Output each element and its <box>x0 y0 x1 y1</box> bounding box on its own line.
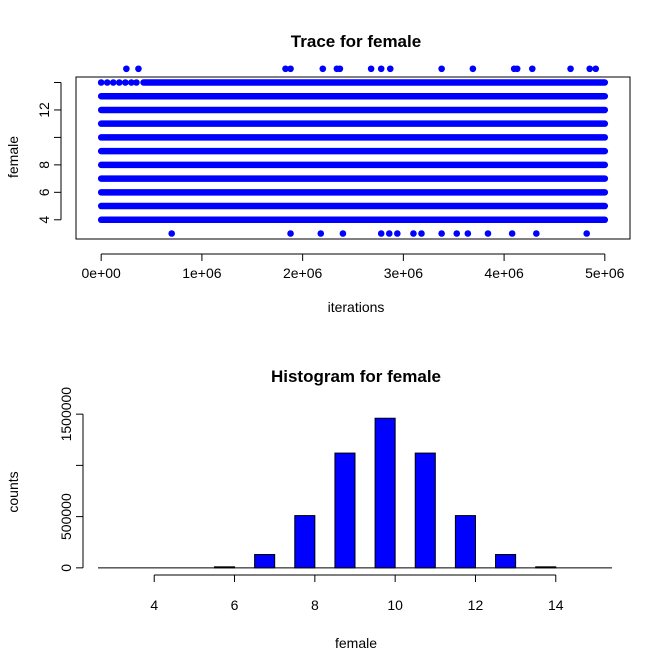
trace-ylabel: female <box>5 136 21 178</box>
histogram-x-tick-label-2: 8 <box>311 597 319 613</box>
trace-point-15-13 <box>513 65 521 73</box>
trace-y-tick-label-1: 6 <box>36 188 52 196</box>
trace-point-15-7 <box>367 65 375 73</box>
trace-point-15-8 <box>377 65 385 73</box>
histogram-x-tick-label-4: 12 <box>468 597 484 613</box>
histogram-bar-6 <box>254 554 276 569</box>
histogram-x-tick-label-3: 10 <box>387 597 403 613</box>
trace-point-14-2 <box>109 79 117 86</box>
trace-point-15-11 <box>469 65 477 73</box>
histogram-bar-5 <box>213 566 236 569</box>
trace-x-tick-label-3: 3e+06 <box>384 265 424 281</box>
trace-point-3-0 <box>168 230 175 237</box>
trace-point-3-5 <box>385 230 393 237</box>
trace-point-3-13 <box>508 230 516 237</box>
histogram-axes: 4 6 8 10 12 14 0 500000 1500000 <box>58 387 564 613</box>
trace-plot-box <box>75 76 631 240</box>
histogram-bar-12 <box>495 554 517 569</box>
trace-point-14-1 <box>103 79 111 86</box>
trace-point-15-14 <box>528 65 536 73</box>
trace-point-3-8 <box>418 230 425 237</box>
histogram-ylabel: counts <box>5 471 21 512</box>
histogram-xlabel: female <box>335 635 377 651</box>
trace-point-15-9 <box>386 65 394 73</box>
trace-point-3-4 <box>377 230 385 237</box>
histogram-bars <box>98 417 612 569</box>
trace-marks <box>97 65 609 237</box>
trace-y-tick-label-3: 12 <box>36 102 52 118</box>
histogram-title: Histogram for female <box>271 367 441 386</box>
trace-point-3-1 <box>287 230 294 237</box>
histogram-x-tick-label-5: 14 <box>548 597 564 613</box>
trace-x-tick-label-4: 4e+06 <box>484 265 524 281</box>
histogram-y-tick-label-2: 1500000 <box>58 387 74 442</box>
trace-point-3-2 <box>317 230 325 237</box>
trace-point-15-15 <box>567 65 574 73</box>
trace-point-15-2 <box>282 65 289 73</box>
trace-plot: Trace for female iterations female 0e+00… <box>5 32 631 315</box>
trace-point-15-16 <box>586 65 594 73</box>
histogram-x-tick-label-0: 4 <box>150 597 158 613</box>
histogram-bar-8 <box>334 452 356 569</box>
trace-x-tick-label-5: 5e+06 <box>585 265 625 281</box>
trace-point-14-4 <box>122 79 129 86</box>
trace-x-tick-label-0: 0e+00 <box>82 265 122 281</box>
trace-point-14-6 <box>133 79 140 86</box>
trace-point-3-7 <box>410 230 417 237</box>
trace-point-3-10 <box>453 230 461 237</box>
trace-point-3-3 <box>339 230 347 237</box>
histogram-bar-9 <box>374 417 396 569</box>
histogram-bar-11 <box>454 515 476 569</box>
trace-point-14-3 <box>116 79 123 86</box>
trace-point-3-9 <box>438 230 445 237</box>
histogram-y-tick-label-1: 500000 <box>58 493 74 540</box>
trace-point-15-1 <box>135 65 142 73</box>
histogram-x-tick-label-1: 6 <box>231 597 239 613</box>
trace-point-3-12 <box>484 230 492 237</box>
trace-xlabel: iterations <box>328 299 385 315</box>
histogram-y-tick-label-0: 0 <box>58 564 74 572</box>
trace-point-15-17 <box>592 65 600 73</box>
trace-point-14-0 <box>97 79 105 86</box>
trace-point-14-5 <box>128 79 135 86</box>
histogram-plot: Histogram for female female counts 4 6 8 10… <box>5 367 612 651</box>
trace-point-3-6 <box>394 230 401 237</box>
trace-point-15-4 <box>319 65 327 73</box>
trace-point-3-11 <box>464 230 472 237</box>
trace-title: Trace for female <box>291 32 421 51</box>
trace-point-15-3 <box>287 65 294 73</box>
histogram-bar-7 <box>294 515 316 569</box>
trace-y-tick-label-0: 4 <box>36 216 52 224</box>
trace-axes: 0e+00 1e+06 2e+06 3e+06 4e+06 5e+06 4 6 8 12 <box>36 81 625 281</box>
histogram-bar-13 <box>535 566 557 569</box>
trace-point-15-0 <box>123 65 130 73</box>
trace-point-15-10 <box>438 65 445 73</box>
trace-x-tick-label-2: 2e+06 <box>283 265 323 281</box>
trace-point-3-14 <box>533 230 540 237</box>
trace-y-tick-label-2: 8 <box>36 161 52 169</box>
trace-point-15-6 <box>336 65 344 73</box>
histogram-bar-10 <box>414 452 436 569</box>
trace-point-3-15 <box>583 230 590 237</box>
trace-x-tick-label-1: 1e+06 <box>182 265 222 281</box>
